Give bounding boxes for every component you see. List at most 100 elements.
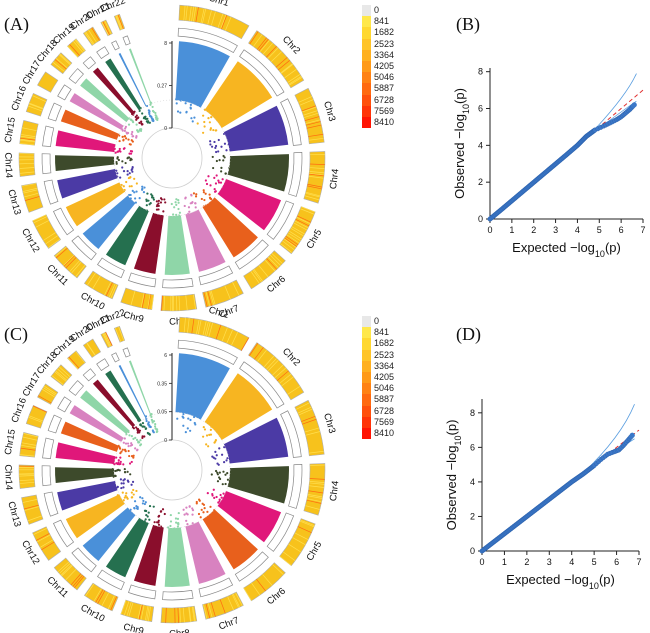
- manhattan-wedge: [60, 109, 120, 140]
- density-tick: [210, 602, 216, 617]
- manhattan-wedge: [60, 421, 120, 452]
- snp-point: [129, 150, 133, 153]
- snp-point: [126, 497, 129, 500]
- chrom-band: [128, 584, 157, 600]
- density-tick: [296, 216, 311, 225]
- chromosome-label: Chr5: [305, 228, 325, 251]
- density-tick: [266, 358, 277, 370]
- density-tick: [202, 8, 207, 24]
- snp-point: [149, 414, 152, 417]
- density-ring-segment: [160, 293, 198, 312]
- chrom-band: [82, 56, 96, 70]
- snp-point: [122, 486, 125, 489]
- circle-group: Chr1Chr2Chr3Chr4Chr5Chr6Chr7Chr8Chr9Chr1…: [2, 0, 341, 328]
- snp-point: [207, 175, 210, 178]
- density-tick: [303, 112, 319, 118]
- density-tick: [41, 388, 55, 398]
- density-tick: [28, 416, 43, 423]
- snp-point: [179, 99, 182, 102]
- snp-point: [147, 422, 150, 425]
- snp-point: [131, 140, 134, 143]
- density-tick: [28, 103, 44, 110]
- density-tick: [207, 10, 212, 25]
- density-tick: [19, 475, 35, 477]
- snp-point: [146, 431, 149, 435]
- y-tick-label: 8: [470, 408, 475, 418]
- snp-point: [177, 207, 180, 211]
- density-tick: [183, 5, 186, 21]
- density-tick: [182, 607, 185, 623]
- snp-point: [224, 473, 227, 476]
- density-ring-segment: [113, 325, 126, 343]
- snp-point: [135, 123, 138, 126]
- density-ring-segment: [37, 383, 59, 405]
- snp-point: [123, 129, 127, 132]
- manhattan-wedge: [217, 178, 282, 231]
- chrom-band: [97, 257, 125, 279]
- density-tick: [86, 342, 96, 356]
- snp-point: [215, 174, 218, 177]
- chrom-band: [41, 153, 52, 175]
- snp-point: [210, 116, 213, 119]
- snp-point: [155, 526, 158, 529]
- snp-point: [124, 450, 127, 453]
- x-tick-label: 5: [597, 225, 602, 235]
- snp-point: [189, 429, 192, 432]
- density-tick: [21, 183, 37, 187]
- circle-group: Chr1Chr2Chr3Chr4Chr5Chr6Chr7Chr8Chr9Chr1…: [2, 305, 341, 633]
- density-tick: [309, 481, 325, 483]
- snp-point: [124, 494, 127, 497]
- density-tick: [300, 519, 315, 527]
- snp-point: [113, 474, 116, 477]
- density-tick: [75, 264, 86, 277]
- density-tick: [240, 337, 250, 351]
- density-tick: [59, 53, 72, 65]
- legend-swatch: [362, 116, 371, 129]
- snp-point: [217, 179, 220, 182]
- density-tick: [43, 385, 57, 395]
- chromosome-label: Chr9: [122, 622, 145, 633]
- snp-point: [214, 457, 217, 460]
- density-tick: [294, 532, 309, 541]
- legend-label: 841: [374, 16, 390, 27]
- legend-label: 5046: [374, 383, 395, 394]
- snp-point: [135, 135, 138, 138]
- density-tick: [297, 215, 312, 223]
- legend-swatch: [362, 83, 371, 95]
- manhattan-wedge: [65, 494, 125, 539]
- density-tick: [257, 37, 267, 50]
- snp-point: [148, 121, 151, 124]
- snp-point: [129, 152, 133, 155]
- snp-point: [217, 150, 220, 153]
- snp-point: [135, 117, 138, 120]
- density-tick: [196, 319, 200, 335]
- density-tick: [22, 187, 38, 192]
- snp-point: [138, 441, 141, 444]
- density-tick: [304, 195, 320, 201]
- snp-point: [184, 196, 187, 199]
- snp-point: [131, 189, 134, 192]
- snp-point: [123, 467, 126, 471]
- density-tick: [20, 135, 36, 139]
- density-tick: [262, 574, 273, 586]
- snp-point: [118, 147, 121, 151]
- snp-point: [183, 513, 186, 516]
- snp-point: [130, 442, 133, 445]
- density-tick: [207, 291, 212, 306]
- legend-swatch: [362, 94, 371, 106]
- snp-point: [152, 505, 155, 508]
- density-tick: [57, 368, 69, 379]
- snp-point: [177, 201, 180, 204]
- legend-entry: 841: [362, 327, 422, 339]
- density-tick: [307, 495, 323, 499]
- density-tick: [63, 255, 75, 267]
- snp-point: [225, 149, 228, 152]
- legend-label: 5046: [374, 72, 395, 83]
- snp-point: [207, 117, 210, 120]
- manhattan-wedge: [82, 195, 136, 249]
- density-tick: [104, 332, 112, 347]
- snp-point: [187, 417, 190, 420]
- snp-point: [130, 435, 133, 438]
- snp-point: [177, 214, 181, 217]
- density-tick: [280, 64, 294, 74]
